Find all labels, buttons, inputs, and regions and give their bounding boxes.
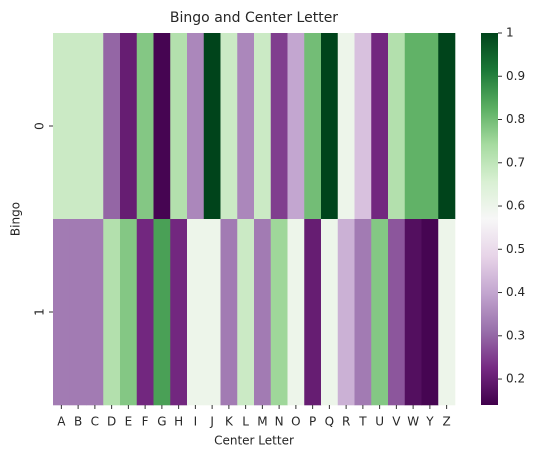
y-tick-label: 0	[33, 122, 47, 130]
x-tick-label: Y	[425, 415, 434, 429]
x-tick-label: A	[57, 415, 66, 429]
heatmap-cell	[438, 33, 456, 220]
heatmap-cell	[120, 33, 138, 220]
heatmap-cell	[187, 33, 205, 220]
colorbar-tick-label: 0.7	[506, 155, 525, 169]
x-tick-label: L	[242, 415, 249, 429]
heatmap-cell	[136, 33, 154, 220]
heatmap-cell	[421, 33, 439, 220]
heatmap-cell	[220, 219, 238, 406]
chart-title: Bingo and Center Letter	[170, 10, 338, 26]
heatmap-cell	[371, 219, 389, 406]
x-tick-label: T	[358, 415, 367, 429]
heatmap-cell	[354, 33, 372, 220]
heatmap-cell	[371, 33, 389, 220]
heatmap-cell	[170, 219, 188, 406]
x-tick-label: G	[157, 415, 166, 429]
x-tick-label: Z	[443, 415, 451, 429]
x-tick-label: U	[375, 415, 384, 429]
heatmap-cell	[287, 33, 305, 220]
colorbar-tick-label: 0.9	[506, 69, 525, 83]
x-tick-label: D	[107, 415, 116, 429]
heatmap-cell	[103, 219, 121, 406]
x-tick-label: J	[209, 415, 214, 429]
heatmap-cell	[53, 219, 71, 406]
heatmap-cell	[203, 33, 221, 220]
x-tick-label: E	[125, 415, 133, 429]
x-tick-label: N	[275, 415, 284, 429]
colorbar	[481, 33, 498, 405]
colorbar-tick-label: 0.5	[506, 242, 525, 256]
colorbar-tick-label: 0.6	[506, 199, 525, 213]
x-tick-label: P	[309, 415, 316, 429]
heatmap-cell	[153, 219, 171, 406]
heatmap-cell	[270, 219, 288, 406]
x-tick-label: K	[225, 415, 234, 429]
heatmap-cell	[203, 219, 221, 406]
heatmap-cell	[404, 33, 422, 220]
heatmap-cell	[438, 219, 456, 406]
heatmap-cell	[103, 33, 121, 220]
heatmap-cell	[86, 219, 104, 406]
heatmap-cell	[304, 219, 322, 406]
colorbar-tick-label: 0.2	[506, 372, 525, 386]
heatmap-cell	[388, 33, 406, 220]
x-tick-label: B	[74, 415, 82, 429]
x-tick-label: I	[194, 415, 198, 429]
colorbar-tick-label: 0.8	[506, 112, 525, 126]
heatmap-cell	[304, 33, 322, 220]
heatmap-cell	[321, 33, 339, 220]
x-tick-label: V	[392, 415, 401, 429]
x-tick-label: R	[342, 415, 350, 429]
heatmap-cell	[337, 33, 355, 220]
x-tick-label: C	[91, 415, 99, 429]
heatmap-cell	[287, 219, 305, 406]
heatmap-cell	[237, 219, 255, 406]
x-tick-label: M	[257, 415, 267, 429]
x-tick-label: H	[174, 415, 183, 429]
heatmap-cell	[254, 219, 272, 406]
heatmap-cell	[220, 33, 238, 220]
heatmap-cell	[404, 219, 422, 406]
x-tick-label: O	[291, 415, 300, 429]
heatmap-cell	[187, 219, 205, 406]
heatmap-cell	[69, 33, 87, 220]
heatmap-cell	[254, 33, 272, 220]
heatmap-cell	[237, 33, 255, 220]
colorbar-tick-label: 1	[506, 26, 514, 40]
x-tick-label: Q	[325, 415, 334, 429]
colorbar-tick-label: 0.3	[506, 328, 525, 342]
heatmap-cell	[421, 219, 439, 406]
x-tick-label: W	[407, 415, 419, 429]
heatmap-cell	[153, 33, 171, 220]
heatmap-cell	[354, 219, 372, 406]
heatmap-cell	[337, 219, 355, 406]
x-tick-label: F	[142, 415, 149, 429]
y-tick-label: 1	[33, 308, 47, 316]
heatmap-cell	[388, 219, 406, 406]
heatmap-cell	[170, 33, 188, 220]
heatmap-cell	[120, 219, 138, 406]
heatmap-cell	[321, 219, 339, 406]
heatmap-cell	[136, 219, 154, 406]
heatmap-cell	[86, 33, 104, 220]
heatmap-cell	[270, 33, 288, 220]
heatmap-cell	[69, 219, 87, 406]
colorbar-tick-label: 0.4	[506, 285, 525, 299]
heatmap-cell	[53, 33, 71, 220]
x-axis-label: Center Letter	[214, 434, 294, 448]
y-axis-label: Bingo	[9, 202, 23, 236]
